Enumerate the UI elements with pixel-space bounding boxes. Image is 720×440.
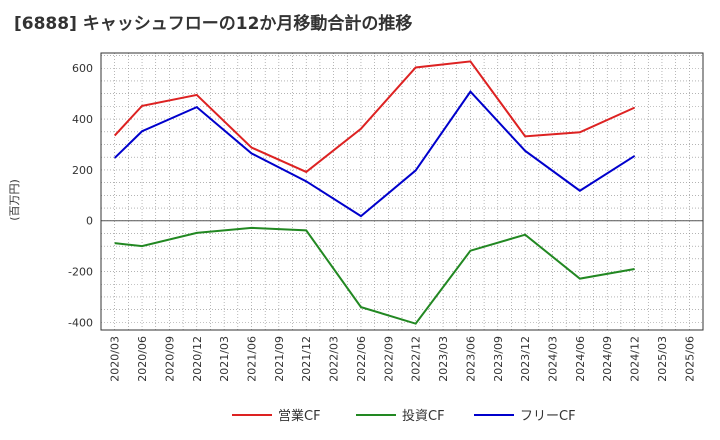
x-tick-label: 2024/09: [601, 336, 614, 382]
x-tick-label: 2023/03: [437, 336, 450, 382]
chart-title: [6888] キャッシュフローの12か月移動合計の推移: [14, 14, 413, 34]
plot-area: [100, 52, 704, 331]
x-tick-label: 2021/09: [273, 336, 286, 382]
x-tick-label: 2020/06: [136, 336, 149, 382]
series-line-2: [113, 90, 636, 218]
y-tick-label: 400: [72, 113, 93, 126]
x-tick-label: 2020/12: [191, 336, 204, 382]
y-tick-label: 0: [86, 215, 93, 228]
series-line-0: [113, 60, 636, 174]
x-tick-label: 2023/12: [519, 336, 532, 382]
x-tick-label: 2022/12: [410, 336, 423, 382]
x-tick-label: 2024/12: [629, 336, 642, 382]
y-tick-label: -400: [68, 316, 93, 329]
x-tick-label: 2022/06: [355, 336, 368, 382]
x-tick-label: 2021/03: [218, 336, 231, 382]
legend-label-0: 営業CF: [278, 408, 321, 424]
x-tick-label: 2020/09: [163, 336, 176, 382]
x-tick-label: 2021/06: [246, 336, 259, 382]
x-tick-label: 2024/03: [547, 336, 560, 382]
y-tick-label: 200: [72, 164, 93, 177]
y-tick-label: -200: [68, 266, 93, 279]
series-line-1: [114, 226, 635, 325]
x-tick-label: 2025/06: [683, 336, 696, 382]
legend-label-2: フリーCF: [520, 409, 576, 424]
x-tick-label: 2021/12: [300, 336, 313, 382]
x-tick-label: 2024/06: [574, 336, 587, 382]
y-axis-label: (百万円): [8, 179, 21, 221]
x-tick-label: 2020/03: [109, 336, 122, 382]
legend-label-1: 投資CF: [402, 408, 445, 424]
x-tick-label: 2023/06: [464, 336, 477, 382]
x-tick-label: 2023/09: [492, 336, 505, 382]
y-tick-label: 600: [72, 62, 93, 75]
x-tick-label: 2022/09: [382, 336, 395, 382]
x-tick-label: 2022/03: [328, 336, 341, 382]
x-tick-label: 2025/03: [656, 336, 669, 382]
